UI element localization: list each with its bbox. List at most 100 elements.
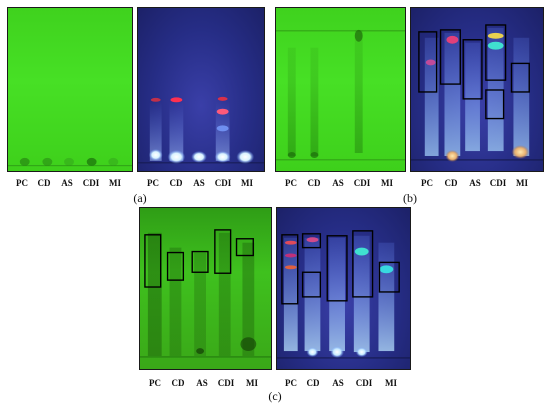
band-c-pc-2	[284, 253, 297, 258]
plate-b-visible	[275, 7, 406, 172]
blue-band-cdi	[216, 125, 229, 132]
lane-label-c-vis-as: AS	[196, 378, 208, 388]
streak-c-cdi	[218, 232, 231, 356]
caption-a: (a)	[133, 191, 147, 205]
streak-c-pc	[147, 232, 162, 356]
red-band-cdi-2	[216, 108, 229, 115]
red-band-cdi-1	[217, 96, 228, 101]
lane-label-c-vis-cd: CD	[171, 378, 185, 388]
lane-label-a-vis-mi: MI	[109, 178, 121, 188]
lane-label-b-uv-cdi: CDI	[489, 178, 507, 188]
box-b-mi	[510, 62, 530, 93]
yellow-band-cdi	[487, 32, 504, 39]
box-c-uv-pc	[281, 234, 299, 305]
box-b-cdi-lower	[485, 89, 505, 120]
streak-c-cd	[169, 247, 182, 356]
lane-label-a-uv-as: AS	[193, 178, 205, 188]
uv-trail-c-as	[329, 237, 345, 352]
plate-b-uv-drawing	[411, 24, 543, 162]
trail-pc	[149, 101, 162, 161]
spot-cd	[42, 157, 53, 166]
band-c-cd	[306, 237, 319, 243]
box-c-vis-pc	[144, 234, 162, 288]
plate-c-uv-drawing	[277, 230, 410, 359]
lane-label-c-uv-mi: MI	[385, 378, 397, 388]
red-band-cd	[170, 97, 183, 103]
uv-trail-b-as	[465, 42, 480, 152]
spot-pc	[19, 157, 30, 166]
plate-b-visible-drawing	[276, 29, 405, 161]
pink-band-pc	[425, 59, 436, 66]
lane-label-a-uv-cd: CD	[169, 178, 183, 188]
lane-label-a-vis-cd: CD	[37, 178, 51, 188]
streak-c-as	[194, 252, 206, 356]
spot-mi	[108, 157, 119, 166]
lane-label-c-vis-pc: PC	[149, 378, 161, 388]
lane-label-c-vis-mi: MI	[246, 378, 258, 388]
box-b-cd	[439, 29, 461, 85]
plate-a-uv	[137, 7, 265, 172]
lane-label-a-vis-cdi: CDI	[82, 178, 100, 188]
origin-spot-b-mi	[511, 145, 530, 159]
cyan-band-cdi	[487, 41, 504, 50]
lane-label-c-uv-as: AS	[332, 378, 344, 388]
uv-trail-b-mi	[513, 37, 530, 156]
uv-spot-as	[191, 151, 207, 163]
box-c-uv-cd-upper	[301, 233, 322, 249]
box-b-pc	[418, 31, 438, 93]
origin-spot-c-as	[330, 346, 344, 358]
spot-b-pc	[287, 152, 296, 158]
plate-c-uv	[276, 207, 411, 370]
streak-c-mi	[242, 242, 255, 356]
lane-label-c-vis-cdi: CDI	[217, 378, 235, 388]
spot-b-cdi-top	[354, 29, 363, 42]
box-c-uv-cd-lower	[301, 271, 322, 298]
streak-cdi	[354, 29, 363, 154]
band-c-pc-3	[284, 265, 297, 270]
lane-label-b-uv-pc: PC	[421, 178, 433, 188]
uv-spot-mi	[236, 150, 255, 164]
spot-c-as	[196, 348, 205, 354]
lane-label-b-vis-as: AS	[332, 178, 344, 188]
lane-label-c-uv-pc: PC	[285, 378, 297, 388]
trail-cd	[169, 101, 184, 161]
pink-band-cd	[446, 35, 459, 44]
box-c-uv-cdi	[352, 230, 374, 298]
lane-label-b-vis-pc: PC	[285, 178, 297, 188]
spot-c-mi	[240, 337, 257, 352]
lane-label-b-vis-mi: MI	[381, 178, 393, 188]
lane-label-b-uv-mi: MI	[516, 178, 528, 188]
streak-cd	[310, 47, 319, 156]
origin-spot-c-cdi	[355, 347, 368, 357]
plate-a-uv-drawing	[138, 96, 264, 164]
box-c-vis-as	[191, 250, 209, 273]
plate-c-visible-drawing	[140, 229, 271, 358]
lane-label-a-uv-pc: PC	[147, 178, 159, 188]
band-c-cdi	[354, 247, 369, 256]
lane-label-a-uv-mi: MI	[241, 178, 253, 188]
uv-trail-c-mi	[378, 242, 395, 352]
plate-b-uv	[410, 7, 544, 172]
streak-pc	[287, 47, 296, 156]
uv-trail-b-cd	[444, 32, 461, 156]
uv-trail-b-pc	[424, 37, 439, 156]
origin-spot-c-cd	[306, 347, 319, 357]
box-c-vis-mi	[235, 238, 254, 257]
band-c-mi	[379, 265, 394, 274]
caption-b: (b)	[403, 191, 417, 205]
box-b-as	[462, 39, 483, 100]
caption-c: (c)	[268, 389, 282, 403]
box-c-uv-mi	[378, 261, 400, 293]
box-c-vis-cd	[166, 251, 185, 281]
plate-a-visible	[7, 7, 133, 172]
box-b-cdi-upper	[485, 24, 507, 81]
uv-spot-cdi	[214, 151, 231, 163]
red-band-pc	[150, 97, 161, 102]
lane-label-a-uv-cdi: CDI	[214, 178, 232, 188]
spot-b-cd	[310, 152, 319, 158]
uv-spot-cd	[167, 150, 186, 164]
lane-label-b-uv-as: AS	[469, 178, 481, 188]
origin-spot-b-cd	[445, 150, 460, 162]
lane-label-c-uv-cdi: CDI	[355, 378, 373, 388]
lane-label-b-vis-cdi: CDI	[353, 178, 371, 188]
